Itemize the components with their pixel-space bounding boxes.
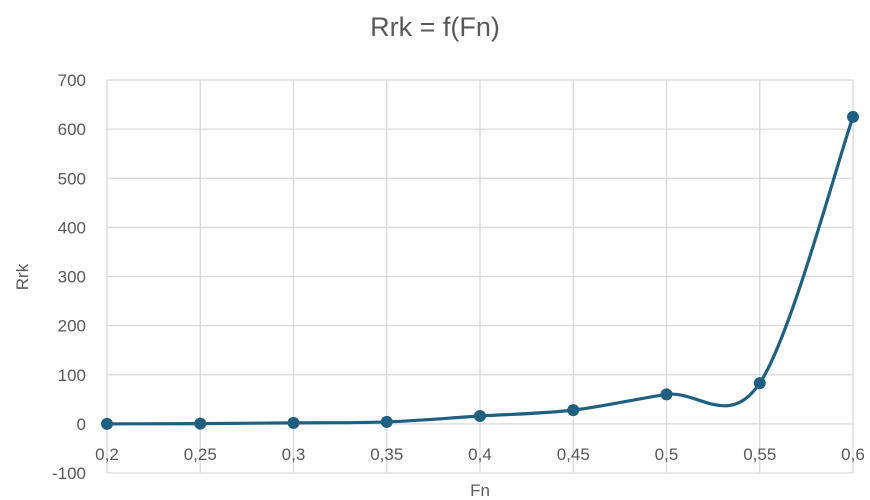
data-point — [101, 417, 113, 430]
x-axis-label: Fn — [470, 481, 490, 500]
x-tick-label: 0,35 — [370, 445, 403, 464]
y-tick-label: 200 — [58, 317, 86, 336]
x-tick-label: 0,45 — [557, 445, 590, 464]
data-point — [847, 110, 859, 123]
data-point — [474, 410, 486, 423]
y-tick-label: 100 — [58, 366, 86, 385]
x-tick-label: 0,6 — [841, 445, 865, 464]
chart-title: Rrk = f(Fn) — [370, 12, 500, 42]
data-point — [287, 416, 300, 429]
y-axis-label: Rrk — [13, 263, 32, 290]
y-tick-label: 600 — [58, 120, 86, 139]
x-tick-label: 0,5 — [655, 445, 679, 464]
y-tick-labels: -100 0 100 200 300 400 500 600 700 — [52, 71, 86, 483]
y-tick-label: 500 — [58, 169, 86, 188]
data-points — [101, 110, 859, 430]
data-point — [660, 388, 673, 401]
y-tick-label: 700 — [58, 71, 86, 90]
x-tick-label: 0,4 — [468, 445, 492, 464]
x-tick-label: 0,3 — [282, 445, 306, 464]
grid-lines — [106, 79, 854, 474]
data-point — [567, 404, 580, 417]
data-point — [194, 417, 207, 430]
x-tick-label: 0,25 — [184, 445, 217, 464]
x-tick-labels: 0,2 0,25 0,3 0,35 0,4 0,45 0,5 0,55 0,6 — [95, 445, 865, 464]
y-tick-label: 300 — [58, 268, 86, 287]
y-tick-label: -100 — [52, 464, 86, 483]
data-point — [753, 377, 766, 390]
x-tick-label: 0,55 — [743, 445, 776, 464]
y-tick-label: 400 — [58, 218, 86, 237]
y-tick-label: 0 — [77, 415, 86, 434]
x-tick-label: 0,2 — [95, 445, 119, 464]
data-point — [380, 415, 393, 428]
